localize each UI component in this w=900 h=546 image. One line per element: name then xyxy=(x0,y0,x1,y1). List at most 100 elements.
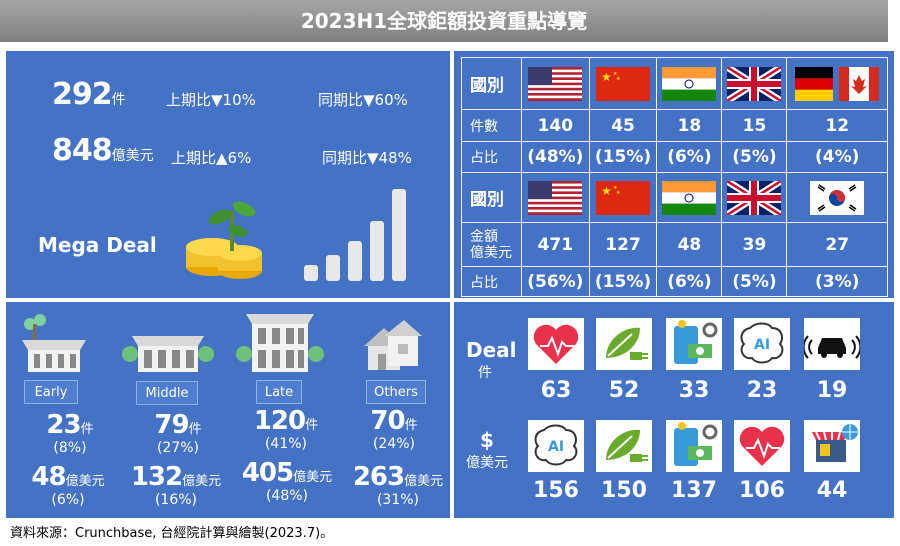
count-unit: 件 xyxy=(404,418,418,433)
health-heart-icon xyxy=(734,420,790,472)
sectors-panel: Deal 件 $ 億美元 AI 63 52 33 23 19 AI 156 15… xyxy=(454,302,894,518)
share-cell: (15%) xyxy=(588,141,658,173)
amount-value: 263 xyxy=(352,462,405,492)
page-title: 2023H1全球鉅額投資重點導覽 xyxy=(0,0,888,42)
svg-text:★: ★ xyxy=(613,71,618,77)
amount-share: (48%) xyxy=(265,488,309,504)
count-cell: 12 xyxy=(786,109,888,142)
share-label: 占比 xyxy=(461,141,522,173)
dollar-value: 106 xyxy=(739,478,785,503)
amount-share: (31%) xyxy=(376,492,420,508)
fintech-icon xyxy=(666,420,722,472)
stage-late-count: 120件 (41%) xyxy=(238,406,334,452)
share-cell: (6%) xyxy=(656,266,723,297)
dollar-value: 44 xyxy=(816,478,848,503)
share-cell: (48%) xyxy=(521,141,590,173)
growth-bars-icon xyxy=(304,189,406,281)
svg-text:★: ★ xyxy=(616,76,621,82)
late-house-icon xyxy=(236,314,324,372)
middle-house-icon xyxy=(122,336,214,372)
flag-cn: ★ ★ ★ xyxy=(588,172,658,223)
stage-early: Early xyxy=(24,380,78,404)
stage-middle: Middle xyxy=(136,381,198,405)
count-cell: 15 xyxy=(721,109,788,142)
count-value: 70 xyxy=(370,406,405,436)
car-icon xyxy=(802,318,862,370)
stage-others-count: 70件 (24%) xyxy=(350,406,438,452)
count-unit: 件 xyxy=(305,418,319,433)
count-yoy: 同期比▼60% xyxy=(318,91,408,109)
svg-text:★: ★ xyxy=(601,70,612,84)
count-label: 件數 xyxy=(461,109,522,142)
svg-text:★: ★ xyxy=(613,185,618,191)
amount-cell: 39 xyxy=(721,222,788,267)
kr-flag-icon xyxy=(810,180,865,215)
country-table: 國別 ★ ★ ★ 件數 140 45 18 15 12 占比 (48%) (15%)… xyxy=(461,57,888,297)
stage-late: Late xyxy=(256,380,302,404)
in-flag-icon xyxy=(662,66,717,101)
us-flag-icon xyxy=(528,180,583,215)
svg-text:★: ★ xyxy=(616,190,621,196)
count-share: (41%) xyxy=(264,436,308,452)
uk-flag-icon xyxy=(727,180,782,215)
dollar-label: $ xyxy=(480,428,494,452)
count-value: 79 xyxy=(154,410,189,440)
mega-deal-label: Mega Deal xyxy=(38,233,157,257)
deal-label: Deal xyxy=(466,338,517,362)
in-flag-icon xyxy=(662,180,717,215)
summary-panel: 292件 上期比▼10% 同期比▼60% 848億美元 上期比▲6% 同期比▼4… xyxy=(6,51,450,298)
stage-middle-amount: 132億美元 (16%) xyxy=(124,462,228,508)
amount-unit: 億美元 xyxy=(65,474,105,489)
count-value: 23 xyxy=(46,410,81,440)
deal-amount-unit: 億美元 xyxy=(111,148,154,164)
share-cell: (4%) xyxy=(786,141,888,173)
cn-flag-icon: ★ ★★ xyxy=(596,66,651,101)
amount-cell: 127 xyxy=(588,222,658,267)
flag-de-ca xyxy=(786,57,888,110)
green-energy-icon xyxy=(596,318,652,370)
count-qoq: 上期比▼10% xyxy=(166,91,256,109)
dollar-value: 150 xyxy=(601,478,647,503)
amount-cell: 27 xyxy=(786,222,888,267)
stage-others-amount: 263億美元 (31%) xyxy=(346,462,450,508)
stage-early-amount: 48億美元 (6%) xyxy=(16,462,120,508)
deal-value: 63 xyxy=(540,378,572,403)
deal-value: 33 xyxy=(678,378,710,403)
source-note: 資料來源：Crunchbase, 台經院計算與繪製(2023.7)。 xyxy=(10,526,334,541)
count-cell: 45 xyxy=(588,109,658,142)
share-cell: (5%) xyxy=(721,266,788,297)
flag-in xyxy=(656,172,723,223)
amount-unit: 億美元 xyxy=(182,474,222,489)
dollar-value: 137 xyxy=(671,478,717,503)
stage-others: Others xyxy=(366,380,426,404)
share-cell: (3%) xyxy=(786,266,888,297)
dollar-unit: 億美元 xyxy=(466,455,508,471)
deal-count-value: 292 xyxy=(52,77,113,112)
amount-value: 48 xyxy=(31,462,66,492)
count-cell: 18 xyxy=(656,109,723,142)
svg-text:AI: AI xyxy=(548,439,564,455)
stage-middle-count: 79件 (27%) xyxy=(134,410,222,456)
ai-brain-icon: AI xyxy=(734,318,790,370)
flag-uk xyxy=(721,172,788,223)
count-unit: 件 xyxy=(80,422,94,437)
early-house-icon xyxy=(22,314,86,372)
count-share: (24%) xyxy=(372,436,416,452)
others-house-icon xyxy=(364,320,422,370)
flag-cn: ★ ★ ★ xyxy=(588,57,658,110)
flag-in xyxy=(656,57,723,110)
flag-us xyxy=(521,57,590,110)
deal-value: 52 xyxy=(608,378,640,403)
deal-count: 292件 xyxy=(52,77,126,112)
count-share: (27%) xyxy=(156,440,200,456)
amount-yoy: 同期比▼48% xyxy=(322,149,412,167)
stage-early-count: 23件 (8%) xyxy=(26,410,114,456)
amount-cell: 48 xyxy=(656,222,723,267)
ai-brain-icon: AI xyxy=(528,420,584,472)
svg-text:★: ★ xyxy=(601,184,612,198)
flag-us xyxy=(521,172,590,223)
amount-cell: 471 xyxy=(521,222,590,267)
deal-value: 23 xyxy=(746,378,778,403)
deal-value: 19 xyxy=(816,378,848,403)
count-value: 120 xyxy=(253,406,306,436)
